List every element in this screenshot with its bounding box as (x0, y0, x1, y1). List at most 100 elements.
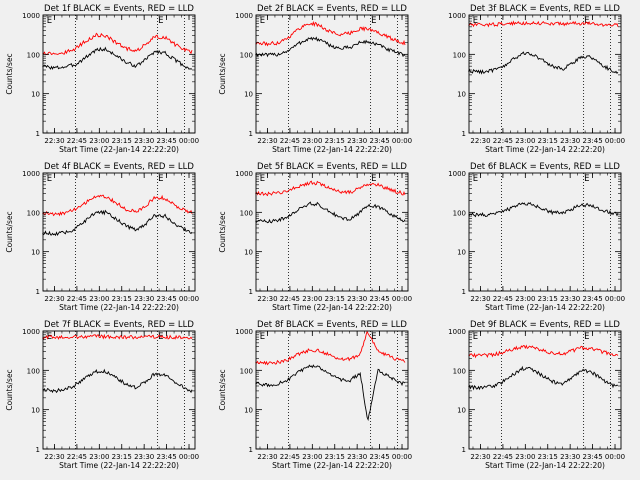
x-tick-label: 23:15 (538, 453, 558, 461)
chart-title: Det 1f BLACK = Events, RED = LLD (44, 4, 194, 14)
event-marker-label: E (584, 332, 589, 342)
x-axis-label: Start Time (22-Jan-14 22:22:20) (485, 145, 605, 154)
x-tick-label: 22:30 (44, 295, 64, 303)
x-axis-label: Start Time (22-Jan-14 22:22:20) (272, 461, 392, 470)
x-tick-label: 00:00 (605, 295, 625, 303)
event-marker-label: E (584, 16, 589, 26)
x-tick-label: 22:45 (280, 137, 300, 145)
plot-frame (468, 172, 622, 292)
x-tick-label: 22:45 (493, 295, 513, 303)
x-tick-label: 23:45 (370, 453, 390, 461)
lld-series-line (255, 20, 406, 47)
x-tick-label: 23:45 (583, 137, 603, 145)
events-series-line (42, 46, 193, 70)
x-tick-label: 00:00 (605, 137, 625, 145)
y-tick-label: 1000 (22, 170, 40, 178)
event-marker-label: E (371, 332, 376, 342)
event-marker-label: E (473, 174, 478, 184)
x-tick-label: 23:15 (325, 453, 345, 461)
x-tick-label: 22:45 (67, 453, 87, 461)
x-axis-label: Start Time (22-Jan-14 22:22:20) (272, 145, 392, 154)
x-tick-label: 00:00 (179, 137, 199, 145)
chart-panel: Det 6f BLACK = Events, RED = LLD E E 1 10 100… (448, 162, 625, 312)
plot-frame (468, 330, 622, 450)
x-axis-label: Start Time (22-Jan-14 22:22:20) (485, 303, 605, 312)
lld-series-line (42, 194, 193, 217)
y-tick-label: 100 (27, 51, 40, 59)
x-tick-label: 23:15 (325, 295, 345, 303)
y-tick-label: 100 (453, 209, 466, 217)
y-tick-label: 1000 (448, 170, 466, 178)
x-tick-label: 22:45 (280, 295, 300, 303)
x-tick-label: 22:30 (470, 137, 490, 145)
x-tick-label: 23:30 (560, 295, 580, 303)
x-tick-label: 00:00 (392, 295, 412, 303)
x-tick-label: 23:15 (538, 295, 558, 303)
event-marker-label: E (47, 16, 52, 26)
y-tick-label: 1 (36, 130, 40, 138)
events-series-line (255, 36, 406, 58)
x-tick-label: 00:00 (392, 137, 412, 145)
x-axis-label: Start Time (22-Jan-14 22:22:20) (59, 145, 179, 154)
y-axis-label: Counts/sec (5, 53, 14, 94)
y-tick-label: 10 (457, 91, 466, 99)
chart-title: Det 4f BLACK = Events, RED = LLD (44, 162, 194, 172)
events-series-line (42, 368, 193, 394)
x-tick-label: 23:30 (134, 453, 154, 461)
y-tick-label: 1000 (448, 328, 466, 336)
chart-panel: Det 5f BLACK = Events, RED = LLD Counts/s… (218, 162, 412, 312)
x-tick-label: 23:45 (370, 295, 390, 303)
x-tick-label: 23:15 (538, 137, 558, 145)
event-marker-label: E (260, 332, 265, 342)
lld-series-line (255, 180, 406, 197)
x-tick-label: 00:00 (392, 453, 412, 461)
event-marker-label: E (260, 16, 265, 26)
lld-series-line (468, 344, 619, 359)
event-marker-label: E (473, 16, 478, 26)
y-tick-label: 10 (31, 407, 40, 415)
y-tick-label: 10 (244, 91, 253, 99)
x-tick-label: 22:45 (67, 295, 87, 303)
x-tick-label: 23:30 (560, 453, 580, 461)
event-marker-label: E (158, 174, 163, 184)
plot-frame (255, 14, 409, 134)
y-tick-label: 1000 (235, 170, 253, 178)
chart-title: Det 5f BLACK = Events, RED = LLD (257, 162, 407, 172)
plot-frame (42, 330, 196, 450)
plot-frame (468, 14, 622, 134)
y-tick-label: 1000 (22, 328, 40, 336)
y-tick-label: 100 (27, 209, 40, 217)
x-tick-label: 22:45 (280, 453, 300, 461)
lld-series-line (468, 20, 619, 28)
plot-frame (42, 14, 196, 134)
x-tick-label: 23:15 (112, 295, 132, 303)
chart-title: Det 8f BLACK = Events, RED = LLD (257, 320, 407, 330)
x-tick-label: 00:00 (179, 453, 199, 461)
x-tick-label: 23:00 (89, 295, 109, 303)
plot-frame (42, 172, 196, 292)
y-tick-label: 1 (36, 446, 40, 454)
event-marker-label: E (371, 16, 376, 26)
y-tick-label: 100 (27, 367, 40, 375)
x-axis-label: Start Time (22-Jan-14 22:22:20) (272, 303, 392, 312)
x-tick-label: 23:45 (583, 453, 603, 461)
y-tick-label: 1 (36, 288, 40, 296)
x-tick-label: 23:30 (134, 295, 154, 303)
x-tick-label: 22:30 (257, 295, 277, 303)
x-tick-label: 23:30 (347, 295, 367, 303)
y-axis-label: Counts/sec (5, 211, 14, 252)
events-series-line (42, 209, 193, 237)
chart-panel: Det 7f BLACK = Events, RED = LLD Counts/s… (5, 320, 199, 470)
x-tick-label: 23:15 (325, 137, 345, 145)
x-axis-label: Start Time (22-Jan-14 22:22:20) (59, 303, 179, 312)
chart-panel: Det 9f BLACK = Events, RED = LLD E E 1 10 100… (448, 320, 625, 470)
chart-title: Det 6f BLACK = Events, RED = LLD (470, 162, 620, 172)
y-tick-label: 10 (31, 91, 40, 99)
x-tick-label: 22:45 (493, 453, 513, 461)
y-tick-label: 10 (457, 249, 466, 257)
events-series-line (255, 364, 406, 422)
x-tick-label: 23:30 (347, 137, 367, 145)
x-tick-label: 23:15 (112, 137, 132, 145)
y-axis-label: Counts/sec (218, 53, 227, 94)
